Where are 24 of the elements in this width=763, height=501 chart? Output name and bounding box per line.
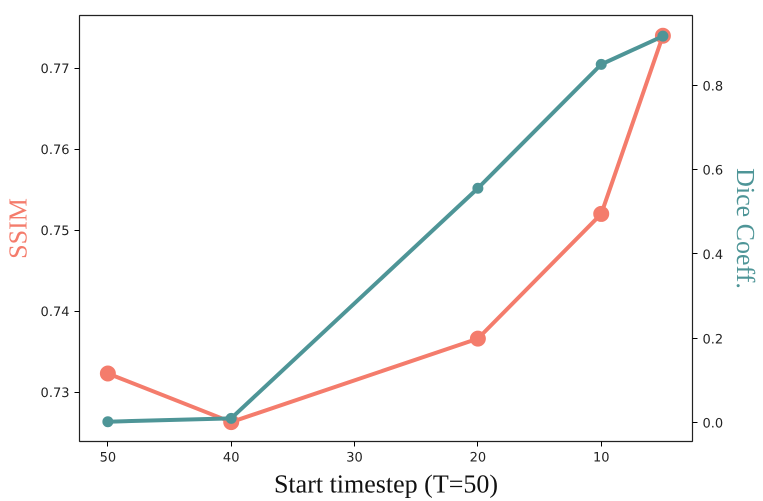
y-tick-label: 0.75 [40,224,70,240]
point [102,416,114,428]
y2-tick-label: 0.2 [702,332,724,348]
y2-tick-label: 0.0 [702,416,724,432]
x-tick-label: 30 [346,450,363,466]
x-axis-title: Start timestep (T=50) [274,470,498,498]
x-tick-label: 50 [100,450,116,466]
y-tick-label: 0.74 [40,305,70,320]
point [472,182,484,194]
point [596,58,607,70]
point [470,330,486,347]
y-axis-title: SSIM [4,198,33,259]
y2-axis-title: Dice Coeff. [731,168,760,289]
point [100,365,116,382]
y2-tick-label: 0.4 [702,248,724,263]
y-tick-label: 0.76 [40,143,70,158]
y2-tick-label: 0.6 [702,164,724,179]
x-tick-label: 20 [470,450,486,466]
y2-tick-label: 0.8 [702,79,724,94]
y-tick-label: 0.77 [40,62,70,78]
point [593,206,610,222]
x-tick-label: 10 [592,450,610,466]
y-tick-label: 0.73 [40,386,70,402]
x-tick-label: 40 [222,450,240,466]
